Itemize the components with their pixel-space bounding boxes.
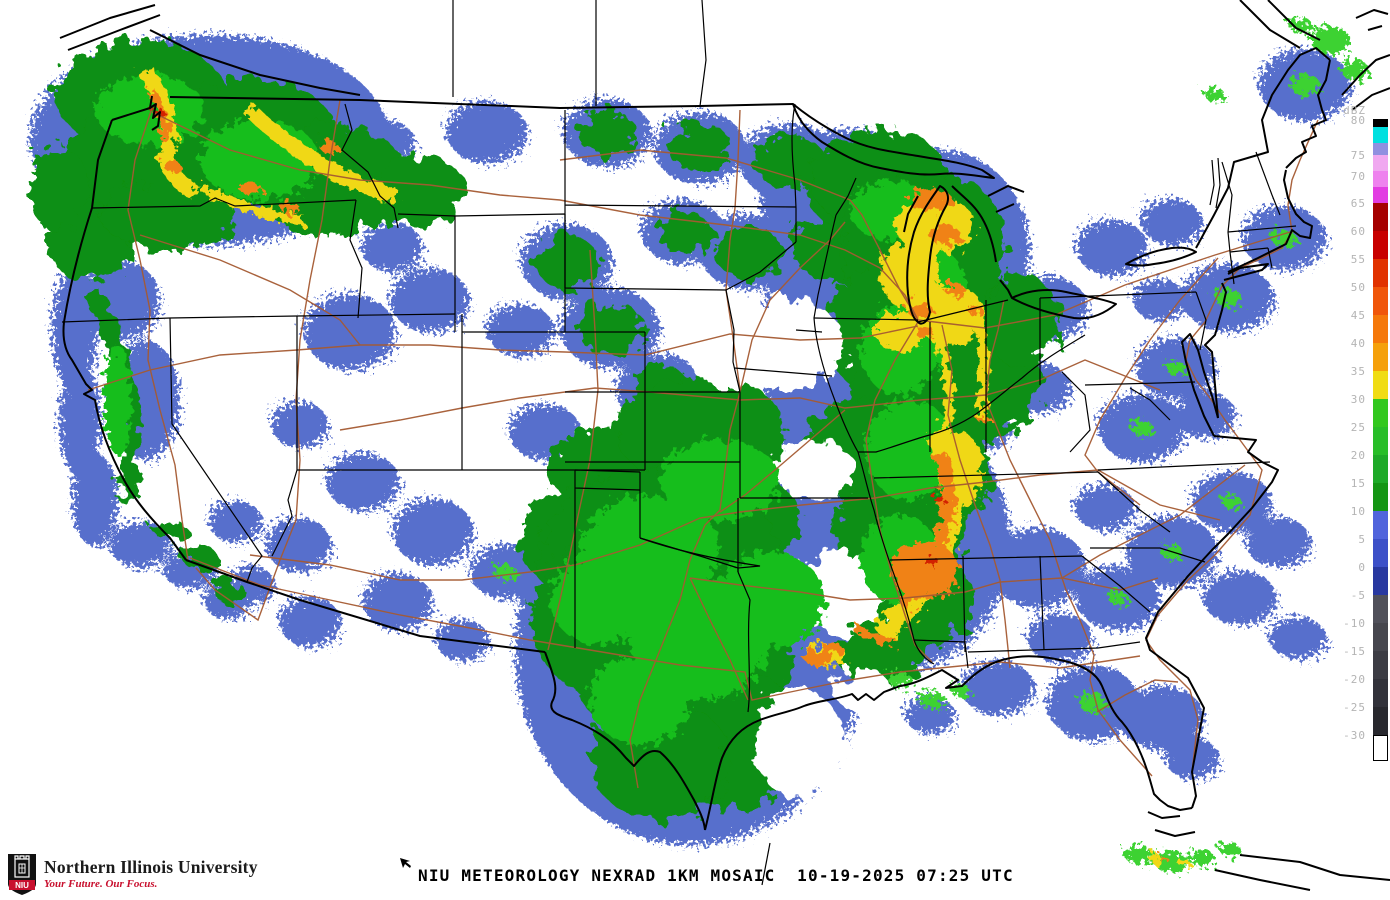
niu-logo-text: Northern Illinois University Your Future… xyxy=(44,853,258,890)
radar-green-flecks xyxy=(493,17,1369,872)
state-borders xyxy=(61,0,1297,713)
cursor-arrow-icon xyxy=(400,858,411,868)
radar-clear-holes xyxy=(685,297,890,800)
niu-shield-icon: NIU xyxy=(8,854,36,895)
logo-org-name: Northern Illinois University xyxy=(44,857,258,877)
niu-logo: NIU Northern Illinois University Your Fu… xyxy=(7,853,258,896)
logo-tagline: Your Future. Our Focus. xyxy=(44,878,158,890)
map-caption: NIU METEOROLOGY NEXRAD 1KM MOSAIC 10-19-… xyxy=(418,866,1014,885)
coastline-borders xyxy=(59,0,1390,891)
niu-shield-text: NIU xyxy=(15,881,29,890)
artifact-line xyxy=(761,842,771,886)
